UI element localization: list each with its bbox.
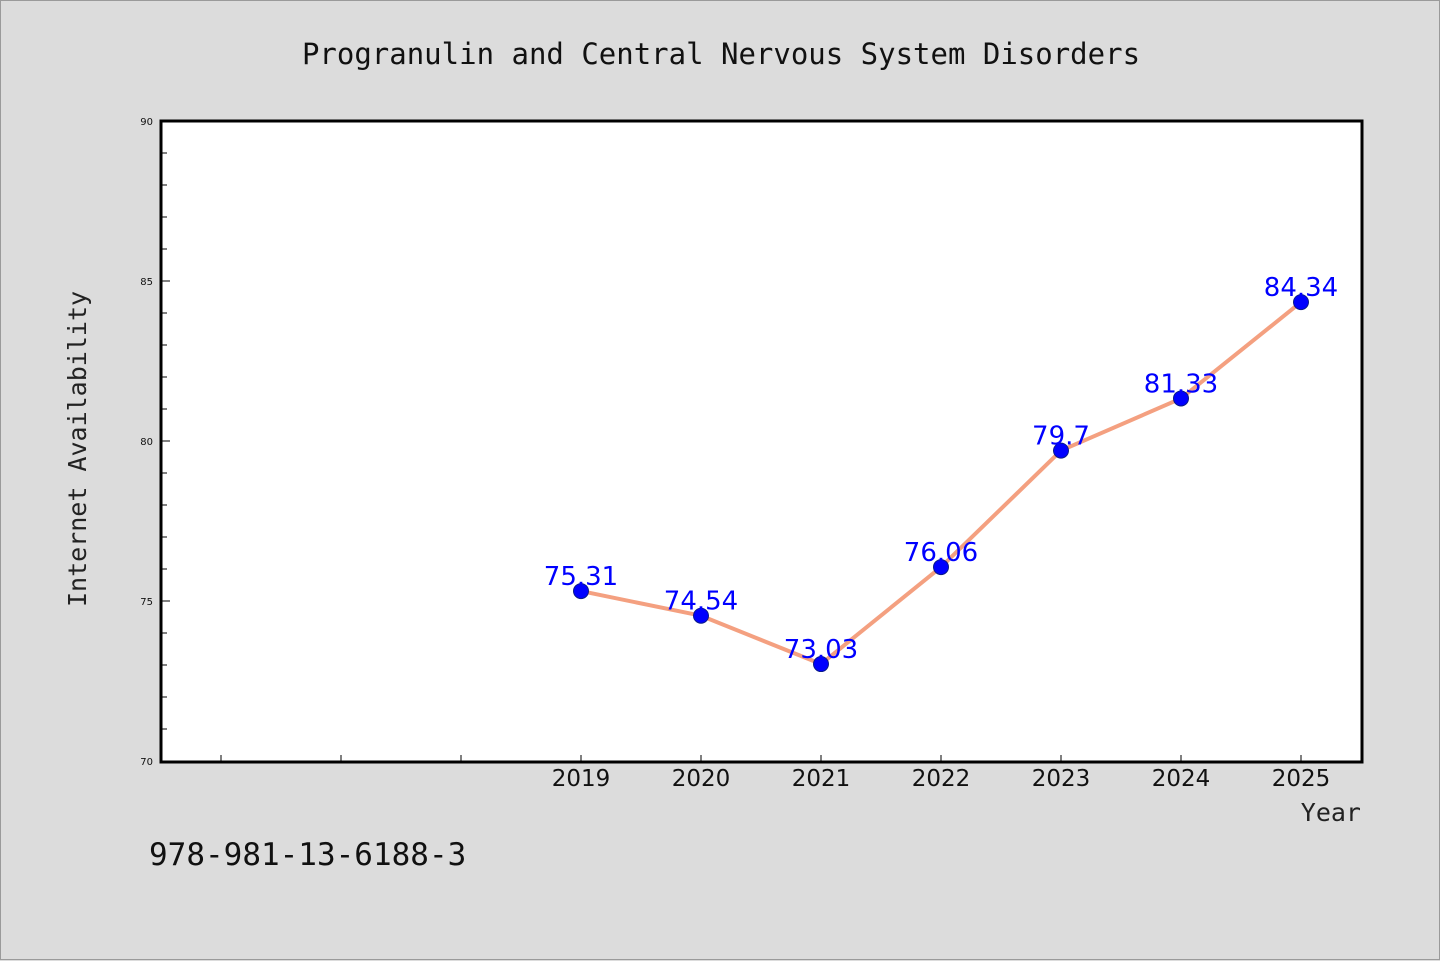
x-axis: 2019 2020 2021 2022 2023 2024 2025 [220, 755, 1331, 792]
plot-area [159, 119, 1364, 764]
data-point-marker [1173, 390, 1189, 407]
data-label: 75.31 [544, 562, 618, 592]
x-tick-label: 2024 [1152, 766, 1211, 792]
y-tick-label: 70 [140, 757, 153, 768]
data-label: 81.33 [1144, 369, 1218, 399]
y-tick-label: 85 [140, 277, 153, 288]
x-tick-label: 2023 [1032, 766, 1091, 792]
data-label: 74.54 [664, 587, 738, 617]
x-tick-label: 2020 [672, 766, 731, 792]
y-tick-label: 90 [140, 117, 153, 128]
data-point-marker [1053, 442, 1069, 459]
x-tick-label: 2025 [1272, 766, 1331, 792]
data-point-marker [1293, 294, 1309, 311]
series-line-group: 75.31 74.54 73.03 76.06 79.7 81.33 84.34 [544, 273, 1338, 673]
data-label: 84.34 [1264, 273, 1338, 303]
y-tick-label: 80 [140, 437, 153, 448]
data-label: 79.7 [1032, 422, 1090, 452]
y-axis: 70 75 80 85 90 [140, 117, 170, 768]
data-point-marker [933, 559, 949, 576]
x-tick-label: 2022 [912, 766, 971, 792]
data-label: 76.06 [904, 538, 978, 568]
y-axis-label: Internet Availability [63, 291, 92, 607]
data-point-marker [573, 583, 589, 600]
data-point-marker [813, 656, 829, 673]
data-label: 73.03 [784, 635, 858, 665]
x-tick-label: 2021 [792, 766, 851, 792]
data-point-marker [693, 607, 709, 624]
y-tick-label: 75 [140, 597, 153, 608]
x-axis-label: Year [1301, 798, 1361, 827]
chart-title: Progranulin and Central Nervous System D… [302, 37, 1140, 71]
x-tick-label: 2019 [552, 766, 611, 792]
isbn-text: 978-981-13-6188-3 [149, 837, 466, 873]
